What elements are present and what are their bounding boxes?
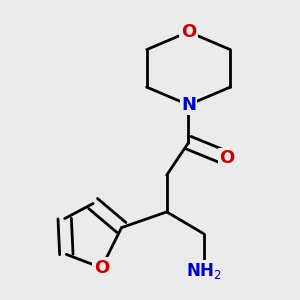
Text: O: O [219, 149, 235, 167]
Text: O: O [181, 23, 196, 41]
Text: N: N [181, 96, 196, 114]
Text: O: O [94, 259, 109, 277]
Text: NH$_2$: NH$_2$ [186, 261, 221, 281]
